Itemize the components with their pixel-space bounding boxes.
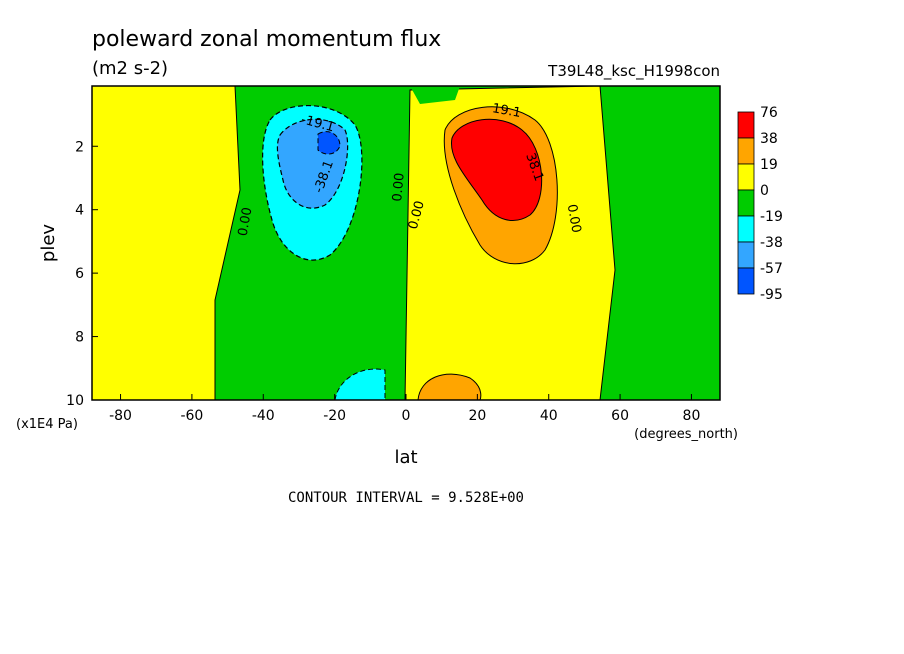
x-axis: -80 -60 -40 -20 0 20 40 60 80: [109, 394, 700, 424]
colorbar-swatch: [737, 189, 755, 217]
y-tick-label: 10: [66, 393, 84, 409]
x-tick-label: 80: [683, 408, 701, 424]
x-tick-label: -20: [323, 408, 346, 424]
y-tick-label: 4: [75, 203, 84, 219]
x-tick-label: 40: [540, 408, 558, 424]
colorbar: 76 38 19 0 -19 -38 -57 -95: [737, 105, 783, 303]
pos-blob-surface: [417, 373, 482, 400]
colorbar-label: 38: [760, 131, 778, 147]
colorbar-label: -19: [760, 209, 783, 225]
x-tick-label: 20: [468, 408, 486, 424]
colorbar-swatch: [737, 215, 755, 243]
y-axis-label: plev: [38, 224, 59, 263]
y-tick-label: 6: [75, 266, 84, 282]
y-tick-label: 8: [75, 330, 84, 346]
colorbar-swatch: [737, 163, 755, 191]
colorbar-label: -95: [760, 287, 783, 303]
run-id: T39L48_ksc_H1998con: [547, 62, 720, 81]
neg-blob-surface: [334, 368, 386, 400]
field-yellow-south: [92, 86, 241, 400]
x-tick-label: -80: [109, 408, 132, 424]
colorbar-swatch: [737, 111, 755, 139]
contour-label: 0.00: [564, 203, 584, 234]
pos-region-38: [450, 118, 543, 221]
contour-label: 0.00: [406, 199, 428, 231]
x-tick-label: 60: [611, 408, 629, 424]
colorbar-label: 19: [760, 157, 778, 173]
plot-area: [92, 86, 720, 400]
colorbar-swatch: [737, 267, 755, 295]
colorbar-label: 76: [760, 105, 778, 121]
x-tick-label: 0: [402, 408, 411, 424]
chart-units: (m2 s-2): [92, 58, 168, 79]
field-green-nh-top: [410, 86, 460, 104]
contour-label: 0.00: [236, 206, 256, 237]
colorbar-label: 0: [760, 183, 769, 199]
neg-region-57: [317, 131, 341, 155]
x-axis-units: (degrees_north): [634, 427, 738, 442]
contour-label: 0.00: [390, 172, 407, 202]
chart-title: poleward zonal momentum flux: [92, 27, 441, 52]
y-tick-label: 2: [75, 139, 84, 155]
colorbar-label: -57: [760, 261, 783, 277]
colorbar-swatch: [737, 241, 755, 269]
contour-interval: CONTOUR INTERVAL = 9.528E+00: [288, 490, 524, 506]
y-axis-units: (x1E4 Pa): [16, 417, 78, 432]
y-axis: 2 4 6 8 10: [66, 139, 98, 409]
x-tick-label: -60: [180, 408, 203, 424]
colorbar-label: -38: [760, 235, 783, 251]
colorbar-swatch: [737, 137, 755, 165]
x-axis-label: lat: [394, 447, 417, 468]
x-tick-label: -40: [252, 408, 275, 424]
contour-label: 19.1: [491, 101, 522, 121]
